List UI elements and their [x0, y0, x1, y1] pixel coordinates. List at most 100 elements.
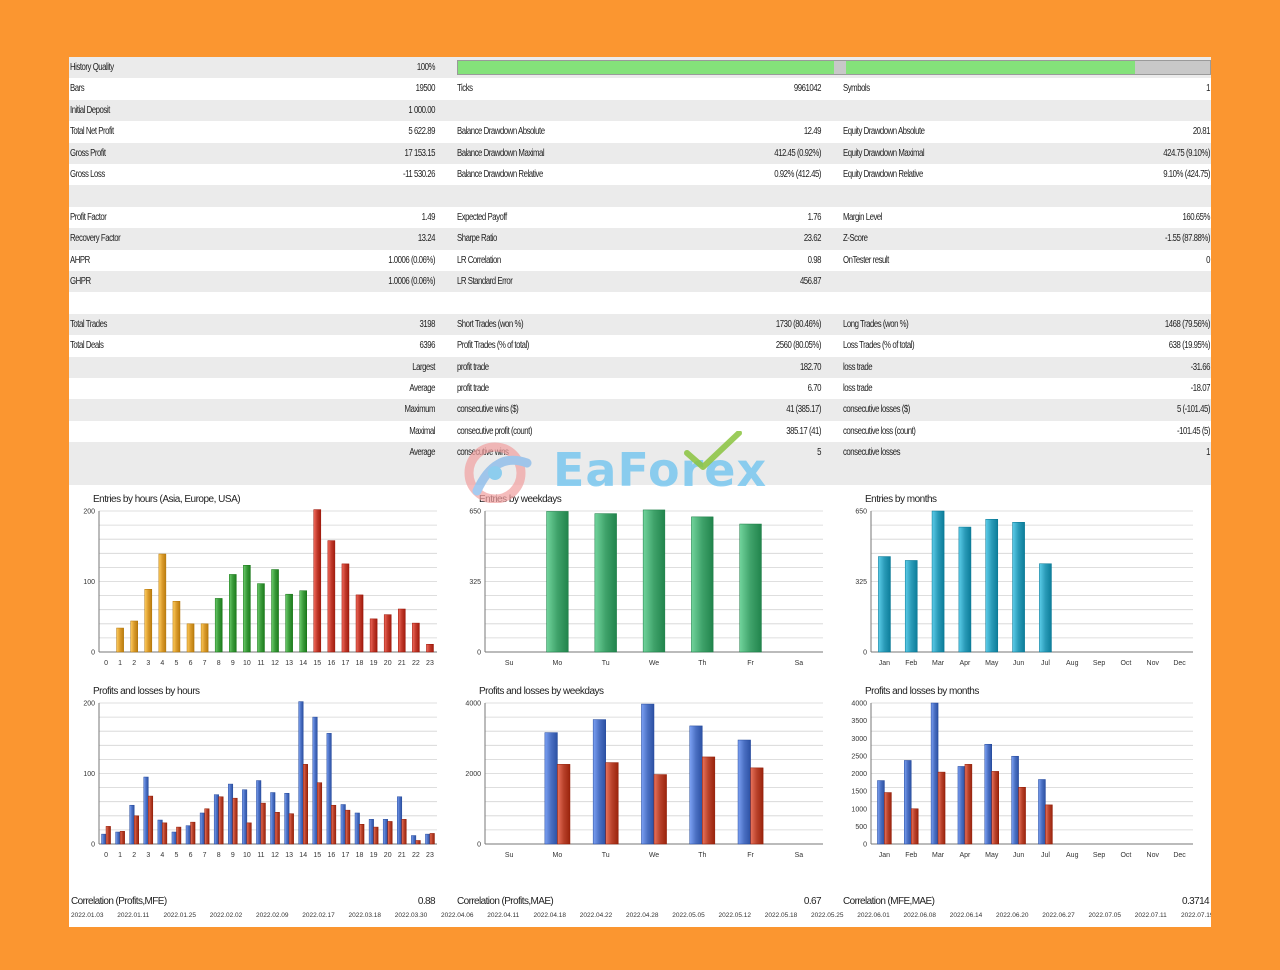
x-tick-label: Tu: [602, 852, 610, 859]
y-tick-label: 500: [855, 824, 867, 831]
bar: [274, 812, 280, 845]
stat-value: 638 (19.95%): [1168, 340, 1211, 352]
x-tick-label: Feb: [905, 660, 917, 667]
stat-label: LR Standard Error: [457, 276, 513, 287]
x-tick-label: 15: [313, 852, 321, 859]
stat-value: -11 530.26: [402, 169, 436, 180]
bar: [985, 518, 999, 653]
bar: [299, 590, 307, 653]
bar: [101, 833, 107, 845]
stat-label: Profit Trades (% of total): [457, 340, 529, 352]
bar: [271, 569, 279, 653]
bar: [200, 623, 209, 653]
bar: [368, 819, 374, 845]
bar: [260, 802, 266, 845]
bar: [397, 796, 403, 845]
bar: [199, 812, 205, 845]
bar: [213, 794, 219, 845]
y-tick-label: 0: [477, 842, 481, 849]
stat-value: 182.70: [799, 361, 822, 373]
bar: [1045, 804, 1053, 845]
x-tick-label: 1: [118, 852, 122, 859]
history-quality-bar: [457, 60, 1211, 75]
bar: [176, 826, 182, 845]
bar: [129, 804, 135, 845]
bar: [327, 540, 336, 653]
y-tick-label: 2000: [465, 771, 481, 778]
stat-label: Sharpe Ratio: [457, 233, 497, 245]
stat-label: consecutive losses: [843, 447, 901, 459]
x-tick-label: 21: [398, 852, 406, 859]
stat-value: 5: [817, 447, 821, 459]
date-tick-label: 2022.06.14: [949, 912, 983, 919]
bar: [412, 622, 420, 653]
bar: [313, 509, 322, 653]
date-tick-label: 2022.05.25: [811, 912, 844, 919]
chart-title: Profits and losses by hours: [93, 686, 200, 697]
x-tick-label: 4: [160, 852, 164, 859]
stat-label: consecutive wins ($): [457, 404, 519, 416]
y-tick-label: 650: [855, 509, 867, 516]
x-tick-label: 4: [160, 660, 164, 667]
y-tick-label: 0: [863, 650, 867, 657]
y-tick-label: 3500: [851, 718, 867, 725]
bar: [133, 815, 139, 845]
stat-label: Initial Deposit: [70, 104, 110, 116]
bar: [937, 771, 946, 845]
x-tick-label: Fr: [747, 852, 754, 859]
stat-value: 6396: [419, 340, 436, 352]
bar: [931, 510, 945, 653]
y-tick-label: 1000: [851, 806, 867, 813]
bar: [1038, 779, 1046, 845]
bar: [653, 774, 667, 845]
x-tick-label: 13: [285, 852, 293, 859]
stat-label: Average: [409, 383, 435, 394]
date-tick-label: 2022.06.27: [1042, 912, 1075, 919]
x-tick-label: Dec: [1173, 660, 1186, 667]
bar: [105, 826, 111, 845]
bar: [877, 780, 885, 845]
stat-label: consecutive profit (count): [457, 425, 532, 437]
x-tick-label: 23: [426, 660, 434, 667]
stat-value: 2560 (80.05%): [775, 340, 822, 352]
y-tick-label: 0: [91, 650, 95, 657]
chart-svg: Entries by months 0 325 650 Jan Feb Mar Apr May J…: [855, 494, 1193, 667]
x-tick-label: Mo: [553, 660, 563, 667]
x-tick-label: Apr: [959, 660, 971, 667]
x-tick-label: Jul: [1041, 852, 1050, 859]
stat-label: Equity Drawdown Absolute: [843, 126, 925, 138]
bar: [326, 733, 332, 845]
corr-mfe-mae-value: 0.3714: [1182, 896, 1210, 907]
stats-row: GHPR 1.0006 (0.06%) LR Standard Error 456.8…: [69, 271, 1211, 293]
stat-label: Total Deals: [70, 340, 104, 352]
stats-row: AHPR 1.0006 (0.06%) LR Correlation 0.98 OnTe…: [69, 250, 1211, 271]
x-tick-label: Apr: [959, 852, 971, 859]
bar: [689, 725, 703, 845]
stat-label: Expected Payoff: [457, 211, 507, 223]
x-tick-label: 21: [398, 660, 406, 667]
date-tick-label: 2022.06.01: [857, 912, 890, 919]
stat-value: 1.0006 (0.06%): [388, 276, 435, 287]
chart-title: Entries by weekdays: [479, 494, 562, 505]
stat-value: 19500: [415, 83, 436, 95]
bar: [878, 556, 891, 653]
stat-label: profit trade: [457, 361, 489, 373]
bar: [641, 703, 655, 845]
stats-row: Maximum consecutive wins ($) 41 (385.17) co…: [69, 399, 1211, 421]
chart-1: Entries by hours (Asia, Europe, USA) 0 100…: [79, 489, 445, 677]
x-tick-label: Su: [505, 852, 514, 859]
bar: [119, 831, 125, 845]
stat-value: 0.92% (412.45): [774, 169, 821, 180]
x-tick-label: Sa: [795, 660, 804, 667]
bar: [930, 702, 939, 845]
stat-value: 13.24: [417, 233, 436, 245]
bar: [426, 643, 434, 653]
stat-label: Gross Profit: [70, 147, 106, 159]
date-tick-label: 2022.05.12: [718, 912, 752, 919]
stat-label: Loss Trades (% of total): [843, 340, 915, 352]
stat-label: Average: [409, 447, 435, 459]
stat-value: 160.65%: [1182, 211, 1210, 223]
bar: [594, 513, 617, 653]
bar: [158, 553, 167, 653]
stat-value: 5 (-101.45): [1176, 404, 1210, 416]
